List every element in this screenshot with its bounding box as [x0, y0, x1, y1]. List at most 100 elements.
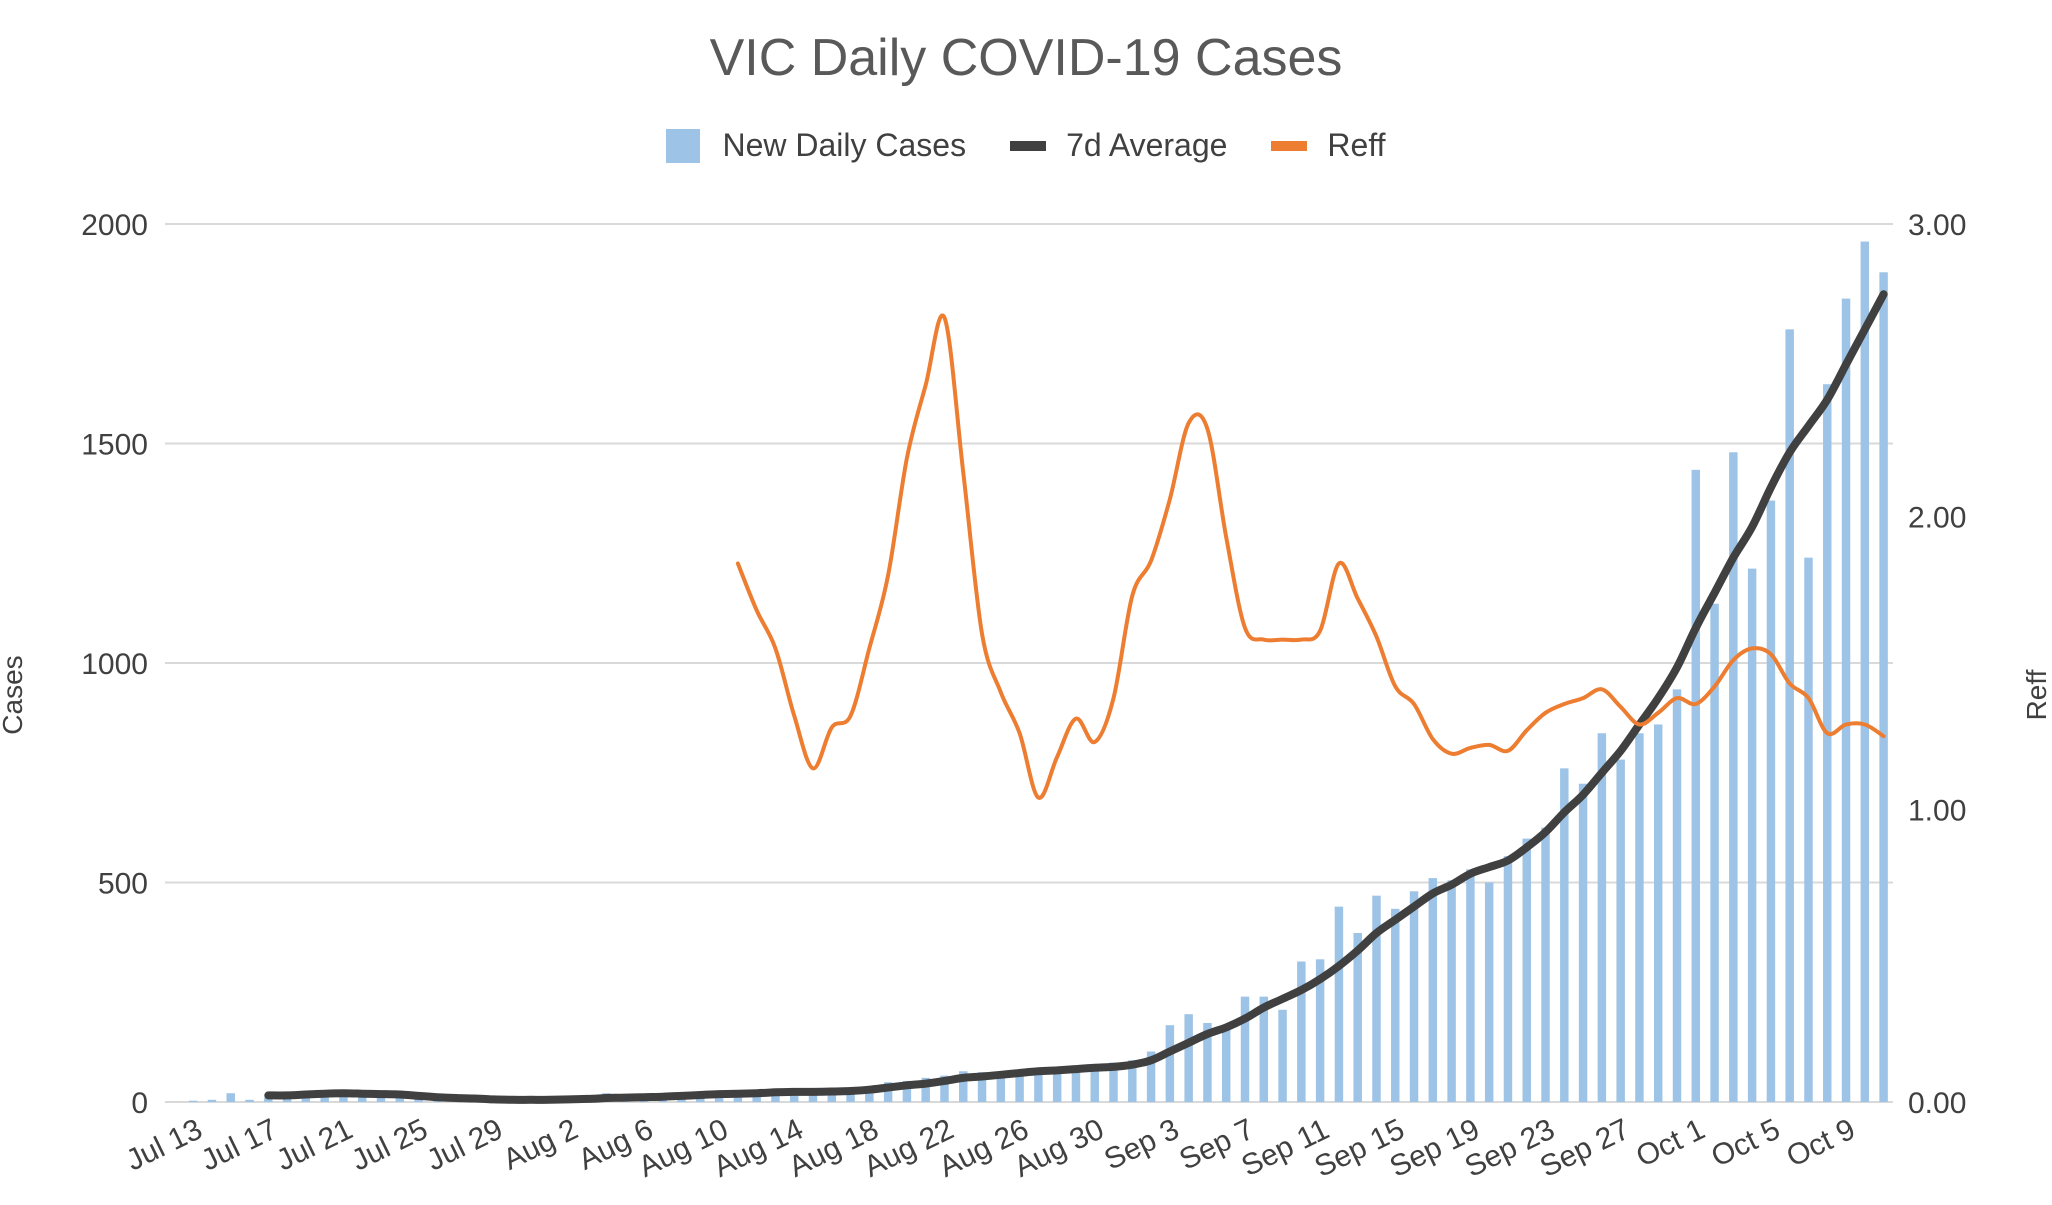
bar [696, 1096, 705, 1102]
bar [1447, 880, 1456, 1102]
bar [1409, 891, 1419, 1102]
bar [921, 1077, 930, 1102]
line-reff [735, 313, 1886, 800]
line-7d-average [264, 290, 1888, 1104]
bar [1184, 1014, 1193, 1102]
bar [1240, 996, 1250, 1102]
y-axis-title: Cases [0, 655, 28, 734]
y2-tick-label: 2.00 [1908, 502, 1966, 535]
y-tick-label: 500 [98, 868, 148, 901]
bar [883, 1082, 893, 1102]
bar [1503, 856, 1513, 1102]
bar [1653, 724, 1663, 1102]
bar [264, 1097, 273, 1102]
bar [1860, 241, 1870, 1102]
x-tick-label: Sep 3 [1099, 1113, 1184, 1177]
bar [1090, 1064, 1099, 1102]
legend-item-new-daily-cases[interactable]: New Daily Cases [666, 127, 966, 164]
bar [1747, 568, 1757, 1102]
legend-label-reff: Reff [1327, 127, 1386, 163]
x-tick-label: Jul 21 [271, 1113, 357, 1178]
bar [1560, 768, 1569, 1102]
y-axis-right: 0.00 1.00 2.00 3.00 [1908, 209, 1966, 1120]
y2-tick-label: 1.00 [1908, 794, 1966, 827]
bar [1672, 689, 1682, 1102]
legend-item-7d-average[interactable]: 7d Average [1010, 127, 1227, 164]
chart-title: VIC Daily COVID-19 Cases [709, 29, 1343, 87]
bar [1841, 298, 1851, 1102]
bar [301, 1096, 311, 1102]
bar [376, 1097, 386, 1102]
bar [977, 1072, 987, 1102]
bar [771, 1095, 780, 1102]
bar [1428, 878, 1438, 1102]
bar [846, 1091, 855, 1102]
y2-axis-title: Reff [2021, 669, 2052, 720]
y2-tick-label: 0.00 [1908, 1087, 1966, 1120]
bars-new-daily-cases [188, 241, 1888, 1103]
bar [1710, 603, 1719, 1102]
bar [1691, 469, 1701, 1103]
bar [1766, 500, 1776, 1102]
bar [808, 1093, 818, 1102]
bar [959, 1071, 968, 1102]
bar [1052, 1071, 1062, 1102]
bar [1785, 329, 1794, 1102]
bar [752, 1094, 761, 1102]
bar [1259, 996, 1269, 1102]
bar [902, 1080, 912, 1102]
legend-item-reff[interactable]: Reff [1271, 127, 1386, 164]
bar [1635, 733, 1644, 1102]
bar [1221, 1027, 1231, 1102]
bar [1522, 838, 1531, 1102]
x-tick-label: Aug 2 [498, 1113, 583, 1177]
bar [245, 1099, 254, 1102]
bar [1823, 384, 1832, 1102]
legend-label-7d-average: 7d Average [1066, 127, 1228, 163]
bar [789, 1093, 799, 1102]
y-tick-label: 0 [131, 1087, 148, 1120]
bar [827, 1091, 837, 1102]
y-tick-label: 2000 [81, 209, 148, 242]
legend-swatch-7d-average [1010, 140, 1047, 151]
bar [1353, 932, 1362, 1102]
bar [1578, 783, 1588, 1102]
bar [339, 1095, 348, 1102]
bar [714, 1096, 724, 1102]
x-tick-label: Jul 25 [346, 1113, 432, 1178]
x-tick-label: Jul 13 [121, 1113, 207, 1178]
bar [1729, 452, 1738, 1102]
bar [1297, 961, 1306, 1102]
bar [207, 1099, 217, 1102]
bar [996, 1075, 1006, 1102]
bar [1804, 557, 1813, 1102]
bar [1128, 1060, 1137, 1102]
bar [1597, 733, 1607, 1102]
legend-swatch-new-daily-cases [666, 128, 701, 163]
bar [940, 1075, 949, 1102]
bar [865, 1088, 874, 1102]
bar [1015, 1071, 1024, 1102]
bar [1203, 1022, 1212, 1102]
bar [1541, 827, 1550, 1102]
bar [188, 1100, 198, 1102]
bar [1484, 882, 1494, 1102]
legend-label-new-daily-cases: New Daily Cases [722, 127, 967, 163]
bar [1334, 906, 1344, 1102]
y2-tick-label: 3.00 [1908, 209, 1966, 242]
bar [395, 1096, 405, 1102]
y-tick-label: 1000 [81, 648, 148, 681]
bar [320, 1097, 329, 1102]
bar [1391, 908, 1400, 1102]
bar [1315, 959, 1325, 1102]
legend-swatch-reff [1271, 140, 1308, 151]
y-axis-left: 0 500 1000 1500 2000 [81, 209, 148, 1120]
bar [226, 1093, 235, 1102]
bar [1146, 1051, 1156, 1102]
bar [1616, 759, 1625, 1102]
y-tick-label: 1500 [81, 429, 148, 462]
x-tick-label: Jul 29 [422, 1113, 508, 1178]
